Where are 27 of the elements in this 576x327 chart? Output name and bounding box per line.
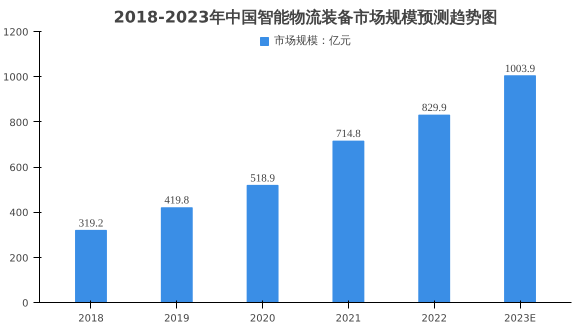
bar [160, 207, 193, 302]
bar [332, 140, 364, 302]
y-tick-label: 600 [9, 163, 29, 174]
x-tick-label: 2019 [164, 314, 190, 324]
data-label: 419.8 [164, 194, 190, 207]
y-tick-label: 800 [9, 118, 29, 129]
legend-label: 市场规模：亿元 [274, 34, 351, 48]
bar [504, 75, 536, 302]
data-label: 319.2 [78, 217, 104, 230]
x-tick-label: 2023E [504, 314, 536, 324]
bar [246, 184, 279, 302]
x-tick-label: 2020 [250, 314, 276, 324]
chart-title: 2018-2023年中国智能物流装备市场规模预测趋势图 [114, 8, 498, 26]
x-tick-label: 2018 [78, 314, 104, 324]
x-tick-label: 2022 [421, 314, 447, 324]
y-tick-label: 0 [22, 298, 29, 310]
bar [418, 114, 450, 302]
bar [75, 230, 107, 302]
y-tick-label: 1200 [3, 28, 29, 38]
x-tick-label: 2021 [336, 314, 362, 324]
data-label: 829.9 [422, 102, 448, 114]
data-label: 1003.9 [504, 62, 536, 75]
y-tick-label: 400 [9, 208, 29, 220]
y-tick-label: 1000 [3, 72, 29, 84]
data-label: 714.8 [336, 128, 362, 140]
data-label: 518.9 [250, 172, 276, 184]
y-tick-label: 200 [9, 253, 29, 264]
